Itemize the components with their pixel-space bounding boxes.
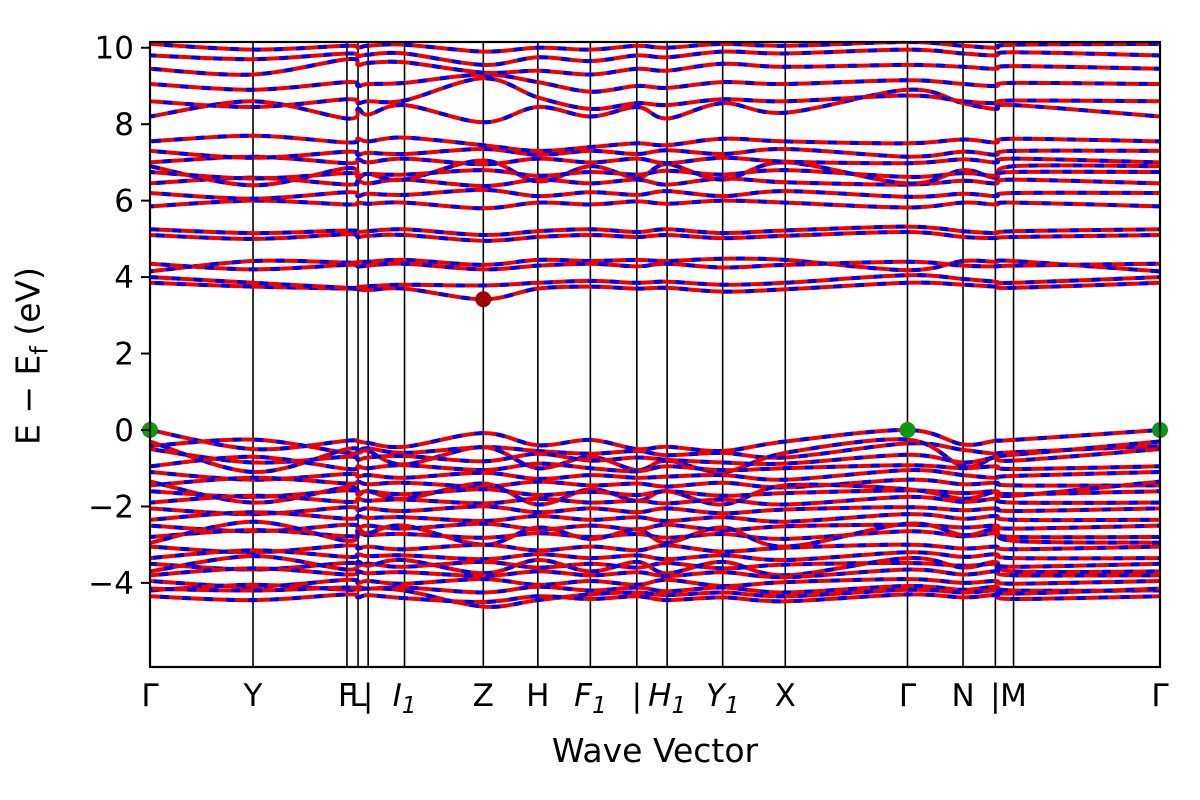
- y-tick-label: 6: [114, 184, 134, 220]
- y-tick-label: −2: [88, 489, 134, 525]
- y-axis-label-unit: (eV): [8, 267, 48, 347]
- y-tick-label: 0: [114, 413, 134, 449]
- x-tick-label: H1: [648, 678, 686, 719]
- x-tick-label: |: [632, 678, 642, 714]
- band-line-dashed-overlay: [150, 548, 1160, 563]
- band-line-dashed-overlay: [150, 76, 1160, 111]
- x-tick-label: Y1: [706, 678, 740, 719]
- x-tick-label: M: [1000, 678, 1027, 714]
- band-line-dashed-overlay: [150, 475, 1160, 490]
- band-line: [150, 454, 1160, 474]
- x-tick-label: N: [951, 678, 974, 714]
- band-line: [150, 273, 1160, 291]
- band-line-dashed-overlay: [150, 72, 1160, 94]
- cbm-marker: [475, 291, 492, 308]
- x-tick-label: H: [526, 678, 549, 714]
- band-line-dashed-overlay: [150, 175, 1160, 189]
- x-tick-label: Y: [243, 678, 263, 714]
- band-line-dashed-overlay: [150, 229, 1160, 243]
- band-line-dashed-overlay: [150, 504, 1160, 517]
- y-tick-label: −4: [88, 566, 134, 602]
- y-axis-label: E − Ef (eV): [8, 267, 58, 445]
- y-tick-label: 8: [114, 107, 134, 143]
- x-tick-label: |: [363, 678, 373, 714]
- x-tick-label: |: [990, 678, 1000, 714]
- band-line-dashed-overlay: [150, 528, 1160, 541]
- band-line-dashed-overlay: [150, 585, 1160, 609]
- x-tick-label: F: [338, 678, 356, 714]
- x-tick-label: Γ: [1151, 678, 1169, 714]
- band-line-dashed-overlay: [150, 577, 1160, 589]
- x-tick-label: I1: [393, 678, 417, 719]
- band-line-dashed-overlay: [150, 198, 1160, 211]
- band-line-dashed-overlay: [150, 519, 1160, 549]
- y-tick-label: 4: [114, 260, 134, 296]
- x-tick-label: Γ: [899, 678, 917, 714]
- band-line-dashed-overlay: [150, 259, 1160, 272]
- band-line-dashed-overlay: [150, 437, 1160, 460]
- y-tick-label: 10: [95, 31, 134, 67]
- band-line-dashed-overlay: [150, 146, 1160, 160]
- vbm-marker: [899, 421, 916, 438]
- band-line-dashed-overlay: [150, 493, 1160, 507]
- band-line: [150, 224, 1160, 238]
- band-line-dashed-overlay: [150, 566, 1160, 580]
- band-line-dashed-overlay: [150, 447, 1160, 467]
- band-line-dashed-overlay: [150, 468, 1160, 482]
- band-line-dashed-overlay: [150, 437, 1160, 475]
- y-axis-label-subscript: f: [25, 346, 54, 355]
- x-tick-label: F1: [574, 678, 606, 719]
- band-line-dashed-overlay: [150, 154, 1160, 167]
- band-line-dashed-overlay: [150, 510, 1160, 524]
- x-axis-label: Wave Vector: [551, 731, 759, 770]
- band-line-dashed-overlay: [150, 427, 1160, 454]
- band-line: [150, 56, 1160, 77]
- x-tick-label: L: [349, 678, 367, 714]
- x-tick-label: Z: [473, 678, 494, 714]
- band-line-dashed-overlay: [150, 479, 1160, 507]
- band-line-dashed-overlay: [150, 47, 1160, 67]
- x-tick-label: X: [775, 678, 796, 714]
- band-line-dashed-overlay: [150, 168, 1160, 181]
- band-line-dashed-overlay: [150, 87, 1160, 125]
- band-line-dashed-overlay: [150, 42, 1160, 54]
- band-line-dashed-overlay: [150, 542, 1160, 555]
- band-line-dashed-overlay: [150, 554, 1160, 578]
- band-line-dashed-overlay: [150, 592, 1160, 605]
- band-line: [150, 487, 1160, 499]
- band-line-dashed-overlay: [150, 521, 1160, 534]
- band-line-dashed-overlay: [150, 187, 1160, 201]
- band-line-dashed-overlay: [150, 256, 1160, 274]
- y-tick-label: 2: [114, 337, 134, 373]
- band-line: [150, 133, 1160, 153]
- x-tick-label: Γ: [141, 678, 159, 714]
- bands-group: [150, 42, 1160, 609]
- y-axis-label-main: E − E: [8, 354, 48, 445]
